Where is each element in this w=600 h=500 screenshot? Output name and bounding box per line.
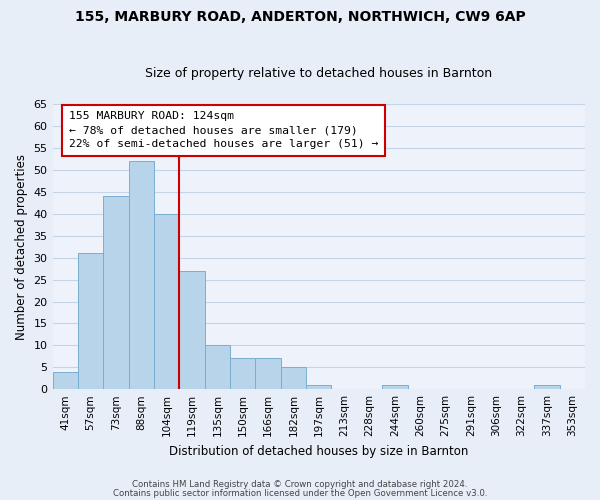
Text: Contains HM Land Registry data © Crown copyright and database right 2024.: Contains HM Land Registry data © Crown c… <box>132 480 468 489</box>
Bar <box>205 346 230 389</box>
Bar <box>128 162 154 389</box>
Bar <box>179 271 205 389</box>
Bar <box>103 196 128 389</box>
Bar <box>230 358 256 389</box>
Text: 155 MARBURY ROAD: 124sqm
← 78% of detached houses are smaller (179)
22% of semi-: 155 MARBURY ROAD: 124sqm ← 78% of detach… <box>68 112 378 150</box>
Bar <box>306 385 331 389</box>
Bar <box>256 358 281 389</box>
Title: Size of property relative to detached houses in Barnton: Size of property relative to detached ho… <box>145 66 493 80</box>
Text: Contains public sector information licensed under the Open Government Licence v3: Contains public sector information licen… <box>113 489 487 498</box>
Text: 155, MARBURY ROAD, ANDERTON, NORTHWICH, CW9 6AP: 155, MARBURY ROAD, ANDERTON, NORTHWICH, … <box>74 10 526 24</box>
X-axis label: Distribution of detached houses by size in Barnton: Distribution of detached houses by size … <box>169 444 469 458</box>
Bar <box>382 385 407 389</box>
Bar <box>78 254 103 389</box>
Y-axis label: Number of detached properties: Number of detached properties <box>15 154 28 340</box>
Bar <box>53 372 78 389</box>
Bar <box>154 214 179 389</box>
Bar <box>281 368 306 389</box>
Bar <box>534 385 560 389</box>
